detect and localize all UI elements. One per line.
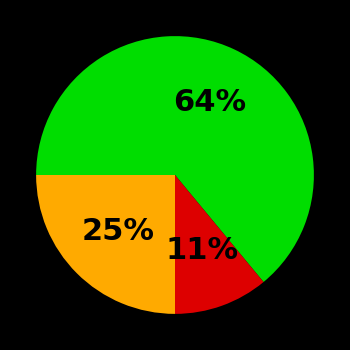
Wedge shape [36, 36, 314, 282]
Wedge shape [175, 175, 264, 314]
Text: 64%: 64% [173, 88, 246, 117]
Wedge shape [36, 175, 175, 314]
Text: 25%: 25% [82, 217, 155, 246]
Text: 11%: 11% [166, 236, 239, 265]
